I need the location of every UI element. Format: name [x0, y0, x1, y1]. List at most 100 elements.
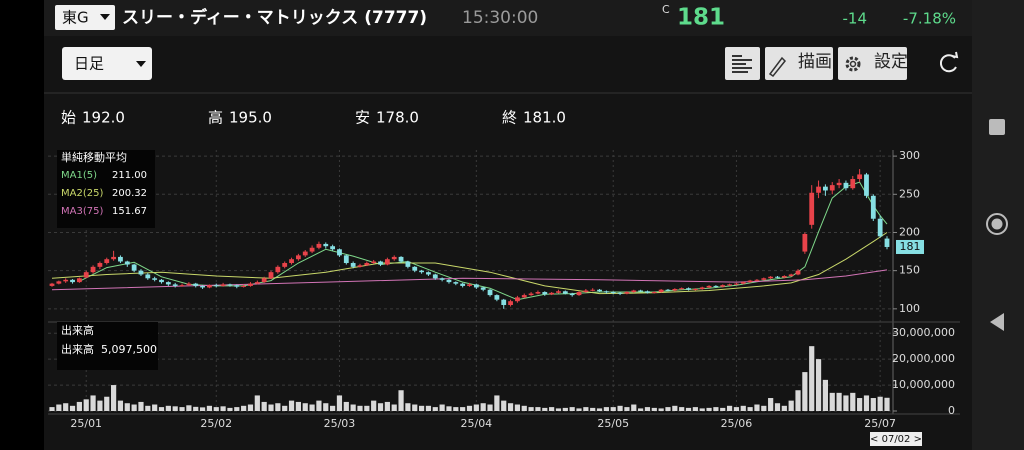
volume-bar: [69, 405, 76, 411]
volume-bar: [569, 407, 575, 411]
candle-body: [186, 283, 192, 286]
candle-body: [309, 247, 315, 252]
volume-bar: [117, 400, 124, 411]
candle-body: [788, 274, 794, 276]
volume-bar: [679, 407, 685, 411]
candle-body: [90, 266, 96, 273]
volume-bar: [843, 395, 849, 411]
volume-bar: [815, 359, 822, 411]
header-bar: [44, 0, 972, 36]
dropdown-arrow: [100, 14, 110, 20]
volume-bar: [836, 392, 842, 411]
volume-bar: [371, 400, 377, 411]
volume-bar: [323, 403, 329, 411]
candle-body: [535, 292, 541, 294]
candle-body: [63, 279, 69, 282]
volume-bar: [795, 390, 801, 411]
candle-body: [165, 282, 171, 285]
volume-legend-value: 5,097,500: [101, 343, 157, 356]
volume-bar: [624, 407, 630, 411]
ma-legend-name: MA3(75): [61, 206, 103, 217]
list-icon: [732, 55, 752, 73]
period-select[interactable]: [62, 47, 152, 80]
candle-body: [124, 261, 130, 265]
volume-bar: [158, 407, 165, 411]
volume-bar: [596, 408, 603, 411]
nav-back[interactable]: [990, 313, 1004, 331]
volume-bar: [473, 404, 479, 411]
nav-recent[interactable]: [989, 119, 1005, 135]
volume-legend-title: 出来高: [61, 323, 94, 337]
candle-body: [152, 278, 158, 280]
volume-bar: [542, 407, 548, 411]
volume-bar: [747, 407, 753, 411]
candle-body: [877, 218, 883, 237]
candle-body: [227, 284, 233, 286]
volume-bar: [692, 407, 698, 411]
volume-bar: [357, 405, 363, 411]
volume-bar: [706, 407, 712, 411]
volume-bar: [124, 403, 130, 411]
volume-bar: [658, 408, 664, 411]
volume-bar: [97, 400, 103, 411]
volume-bar: [850, 392, 856, 411]
volume-bar: [754, 404, 760, 411]
candle-body: [398, 256, 404, 262]
candle-body: [145, 274, 151, 279]
candle-body: [740, 282, 746, 284]
stock-name: スリー・ディー・マトリックス (7777): [122, 7, 427, 28]
volume-bar: [63, 403, 69, 411]
settings-button[interactable]: [838, 47, 907, 80]
volume-bar: [446, 406, 452, 411]
candle-body: [453, 282, 459, 284]
volume-bar: [316, 400, 322, 411]
candle-body: [83, 272, 89, 278]
candle-body: [870, 195, 876, 219]
candle-body: [234, 285, 240, 287]
ma-legend-value: 151.67: [112, 206, 147, 217]
candle-body: [761, 278, 767, 280]
candle-body: [843, 182, 849, 189]
candle-body: [624, 292, 630, 294]
candle-body: [617, 292, 623, 294]
candle-body: [816, 186, 821, 193]
candle-body: [118, 256, 123, 262]
volume-bar: [138, 401, 144, 411]
candle-body: [159, 279, 164, 283]
candle-body: [610, 292, 616, 294]
cursor-label: < 07/02 >: [870, 434, 922, 445]
volume-bar: [494, 395, 500, 411]
draw-button[interactable]: [765, 47, 833, 80]
candle-body: [590, 289, 596, 291]
refresh-icon[interactable]: [939, 54, 957, 73]
volume-bar: [425, 405, 432, 411]
volume-bar: [76, 401, 82, 411]
volume-bar: [774, 403, 781, 411]
volume-bar: [583, 407, 589, 411]
volume-bar: [261, 401, 267, 411]
volume-bar: [651, 407, 657, 411]
candle-body: [282, 263, 288, 267]
period: 日足: [74, 55, 104, 73]
candle-body: [597, 289, 602, 292]
candle-body: [70, 279, 75, 283]
market-select[interactable]: [55, 5, 115, 30]
candle-body: [405, 261, 411, 267]
ma-legend-name: MA1(5): [61, 170, 97, 181]
candle-body: [76, 278, 82, 283]
volume-bar: [186, 405, 192, 411]
candle-body: [172, 284, 178, 286]
candle-body: [213, 285, 219, 287]
candle-body: [651, 292, 657, 294]
nav-home[interactable]: [986, 213, 1008, 235]
volume-bar: [254, 395, 260, 411]
candle-body: [138, 270, 144, 275]
volume-bar: [288, 400, 295, 411]
candle-body: [275, 266, 281, 273]
candle-body: [528, 293, 534, 296]
summary-label: 高: [208, 109, 223, 127]
candle-body: [631, 290, 637, 293]
candle-body: [432, 274, 438, 279]
